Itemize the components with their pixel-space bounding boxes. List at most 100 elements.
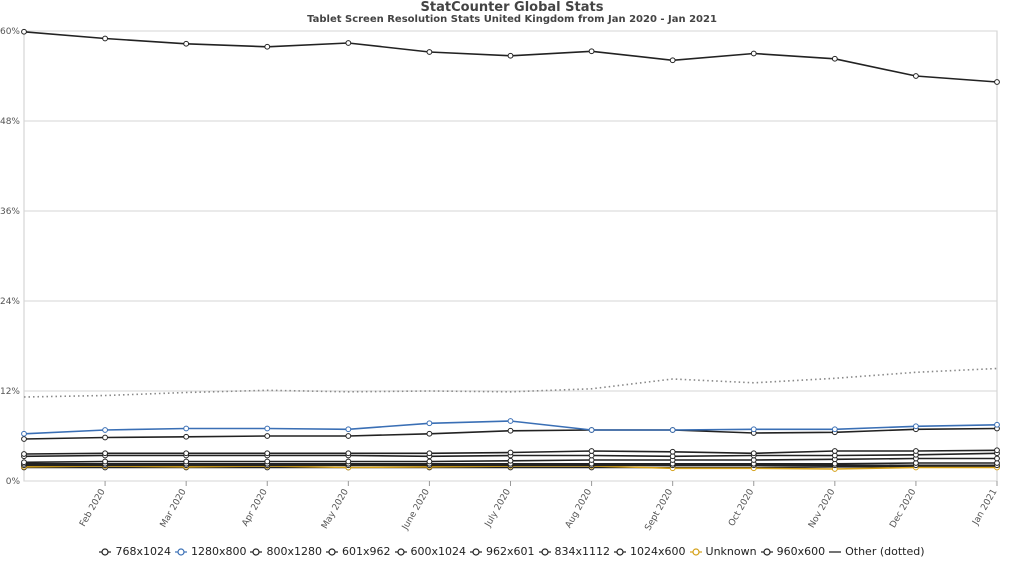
data-point[interactable] [507,418,514,424]
legend-swatch [538,547,551,556]
data-point[interactable] [750,426,757,433]
data-point[interactable] [831,55,838,62]
legend-swatch [470,547,482,556]
x-tick-label: Apr 2020 [241,487,270,528]
data-point[interactable] [21,459,27,466]
legend-label: 1280x800 [190,545,247,558]
legend-item[interactable]: 800x1280 [250,545,322,558]
data-point[interactable] [669,448,676,455]
legend-label: 768x1024 [115,545,171,558]
legend-label: Unknown [705,545,757,558]
data-point[interactable] [507,457,514,464]
legend-swatch [689,547,702,556]
data-point[interactable] [183,425,190,432]
y-tick-label: 36% [0,207,20,217]
data-point[interactable] [994,421,1000,428]
chart-subtitle: Tablet Screen Resolution Stats United Ki… [307,14,717,25]
data-point[interactable] [588,448,595,454]
data-point[interactable] [21,430,27,437]
data-point[interactable] [345,458,352,465]
data-point[interactable] [264,450,271,457]
data-point[interactable] [183,433,190,440]
legend-label: 600x1024 [410,545,467,558]
gridlines [23,30,998,482]
line-chart: 0% 12% 24% 36% 48% 60% Feb 2020 Mar 2020 Apr 202… [0,27,1000,533]
legend-label: 960x600 [776,545,826,558]
data-point[interactable] [426,458,433,465]
data-point[interactable] [21,451,27,457]
x-tick-label: May 2020 [320,487,351,531]
x-tick-label: July 2020 [483,487,513,529]
plot-frame [23,30,998,482]
data-point[interactable] [264,425,271,432]
data-point[interactable] [426,420,433,427]
data-point[interactable] [994,79,1000,85]
data-point[interactable] [913,423,919,430]
legend-item[interactable]: 601x962 [325,545,391,558]
data-point[interactable] [994,447,1000,454]
data-point[interactable] [507,427,514,434]
data-point[interactable] [102,427,108,433]
y-tick-label: 60% [0,27,20,37]
x-tick-label: Feb 2020 [78,487,108,528]
legend: 768x1024 1280x800 800x1280 601x962 600x1024 9… [0,545,1024,558]
y-tick-label: 12% [0,387,20,397]
legend-item[interactable]: 1280x800 [174,545,247,558]
data-point[interactable] [264,458,271,465]
series-lines [21,28,1000,472]
data-point[interactable] [426,49,433,55]
data-point[interactable] [183,458,190,465]
x-tick-label: Aug 2020 [564,487,594,530]
legend-item[interactable]: 768x1024 [99,545,171,558]
y-tick-label: 24% [0,297,20,307]
data-point[interactable] [588,427,595,433]
data-point[interactable] [345,433,352,439]
data-point[interactable] [750,50,757,57]
data-point[interactable] [21,28,27,35]
data-point[interactable] [831,426,838,433]
data-point[interactable] [507,52,514,59]
data-point[interactable] [426,430,433,437]
data-point[interactable] [750,450,757,457]
legend-item[interactable]: Other (dotted) [829,545,925,558]
data-point[interactable] [913,448,919,454]
data-point[interactable] [345,450,352,457]
data-point[interactable] [426,450,433,457]
data-point[interactable] [264,43,271,50]
legend-item[interactable]: 962x601 [470,545,535,558]
data-point[interactable] [102,434,108,441]
data-point[interactable] [183,40,190,47]
data-point[interactable] [102,458,108,465]
legend-item[interactable]: 1024x600 [614,545,686,558]
legend-item[interactable]: Unknown [689,545,757,558]
data-point[interactable] [183,450,190,457]
axes: 0% 12% 24% 36% 48% 60% Feb 2020 Mar 2020 Apr 202… [0,27,1000,533]
data-point[interactable] [507,449,514,456]
data-point[interactable] [102,35,108,42]
data-point[interactable] [345,40,352,46]
data-point[interactable] [669,427,676,433]
data-point[interactable] [264,433,271,439]
x-tick-label: Sept 2020 [643,487,675,532]
data-point[interactable] [913,73,919,79]
legend-item[interactable]: 960x600 [760,545,826,558]
data-point[interactable] [994,455,1000,462]
data-point[interactable] [21,436,27,442]
legend-swatch [614,547,627,556]
x-tick-label: Mar 2020 [159,487,189,529]
series-line-other-dotted [23,367,998,398]
legend-item[interactable]: 600x1024 [394,545,467,558]
x-tick-label: Dec 2020 [888,487,918,530]
legend-swatch [250,547,263,556]
data-point[interactable] [588,48,595,55]
x-tick-label: June 2020 [400,487,432,532]
data-point[interactable] [831,448,838,454]
x-tick-label: Jan 2021 [971,488,1000,528]
legend-item[interactable]: 834x1112 [538,545,611,558]
data-point[interactable] [669,57,676,64]
legend-label: 834x1112 [554,545,611,558]
data-point[interactable] [345,426,352,433]
data-point[interactable] [102,450,108,457]
legend-swatch [174,547,187,556]
legend-label: 800x1280 [266,545,322,558]
